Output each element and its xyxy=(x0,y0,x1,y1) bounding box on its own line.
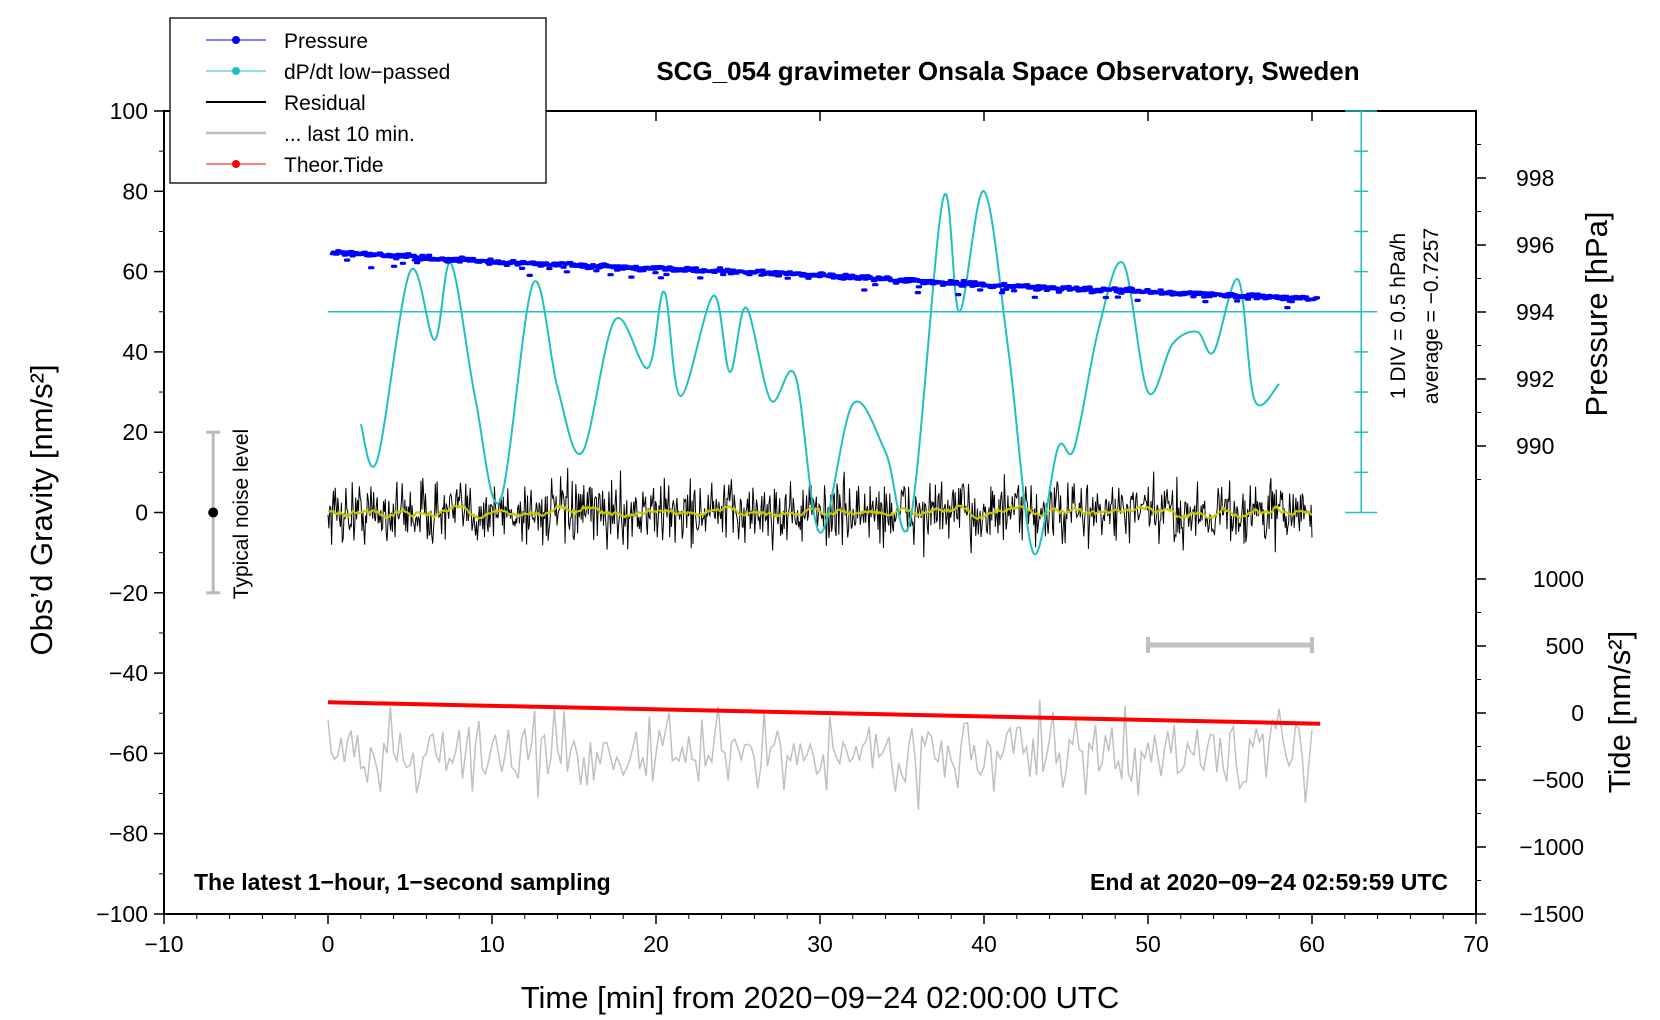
residual-line xyxy=(327,467,1313,558)
x-tick-label: −10 xyxy=(144,931,183,957)
series-layer xyxy=(327,190,1362,810)
dpdt-scale xyxy=(1345,110,1378,514)
legend-item-tide: Theor.Tide xyxy=(206,154,384,177)
legend-marker-pressure xyxy=(232,36,240,44)
legend: Pressure dP/dt low−passed Residual ... l… xyxy=(169,17,547,184)
x-tick-label: 10 xyxy=(479,931,505,957)
x-tick-label: 70 xyxy=(1463,931,1489,957)
y-tick-label: −20 xyxy=(109,580,148,606)
y-axis-title-tide: Tide [nm/s²] xyxy=(1602,631,1637,794)
y-tick-label: 0 xyxy=(135,500,148,526)
dpdt-average-annotation: average = −0.7257 xyxy=(1420,228,1443,404)
legend-label-last10: ... last 10 min. xyxy=(284,123,415,146)
y-tick-label: 60 xyxy=(122,259,148,285)
tide-tick-label: 500 xyxy=(1546,633,1584,659)
pressure-tick-label: 998 xyxy=(1516,165,1554,191)
x-tick-label: 50 xyxy=(1135,931,1161,957)
legend-marker-tide xyxy=(232,160,240,168)
legend-item-residual: Residual xyxy=(206,92,366,115)
x-tick-label: 40 xyxy=(971,931,997,957)
dpdt-line xyxy=(359,190,1280,556)
x-axis-title: Time [min] from 2020−09−24 02:00:00 UTC xyxy=(521,980,1120,1015)
noise-level-indicator xyxy=(206,430,221,595)
pressure-tick-label: 992 xyxy=(1516,366,1554,392)
tide-tick-label: −500 xyxy=(1532,767,1584,793)
legend-item-dpdt: dP/dt low−passed xyxy=(206,61,450,84)
y-axis-title-pressure: Pressure [hPa] xyxy=(1579,211,1614,416)
x-tick-label: 30 xyxy=(807,931,833,957)
tide-tick-label: 0 xyxy=(1571,700,1584,726)
legend-label-residual: Residual xyxy=(284,92,366,115)
pressure-tick-label: 994 xyxy=(1516,299,1555,325)
footer-right-label: End at 2020−09−24 02:59:59 UTC xyxy=(1090,869,1448,895)
y-tick-label: 40 xyxy=(122,339,148,365)
y-axis-tide: −1500 −1000 −500 0 500 1000 xyxy=(1476,566,1584,927)
legend-item-pressure: Pressure xyxy=(206,30,368,53)
y-axis-pressure: 990 992 994 996 998 xyxy=(1476,144,1555,480)
theoretical-tide-line xyxy=(327,700,1321,726)
legend-label-pressure: Pressure xyxy=(284,30,368,53)
noise-level-label: Typical noise level xyxy=(230,429,253,599)
pressure-tick-label: 990 xyxy=(1516,433,1554,459)
y-tick-label: 100 xyxy=(110,98,148,124)
x-tick-label: 20 xyxy=(643,931,669,957)
y-tick-label: −100 xyxy=(96,901,148,927)
y-axis-title-left: Obs’d Gravity [nm/s²] xyxy=(24,364,59,655)
footer-left-label: The latest 1−hour, 1−second sampling xyxy=(194,869,611,895)
tide-tick-label: 1000 xyxy=(1533,566,1584,592)
x-tick-label: 60 xyxy=(1299,931,1325,957)
dpdt-scale-annotation: 1 DIV = 0.5 hPa/h xyxy=(1387,233,1410,399)
legend-label-tide: Theor.Tide xyxy=(284,154,384,177)
chart-title: SCG_054 gravimeter Onsala Space Observat… xyxy=(656,56,1359,86)
x-tick-label: 0 xyxy=(322,931,335,957)
y-tick-label: 80 xyxy=(122,178,148,204)
y-tick-label: −60 xyxy=(109,740,148,766)
legend-marker-dpdt xyxy=(232,67,240,75)
tide-tick-label: −1500 xyxy=(1519,901,1584,927)
last-ten-minutes-line xyxy=(327,699,1313,810)
noise-center-marker xyxy=(208,507,219,518)
pressure-markers xyxy=(329,249,1321,310)
tide-tick-label: −1000 xyxy=(1519,834,1584,860)
y-tick-label: 20 xyxy=(122,419,148,445)
residual-smoothed-line xyxy=(327,503,1313,521)
pressure-tick-label: 996 xyxy=(1516,232,1554,258)
legend-label-dpdt: dP/dt low−passed xyxy=(284,61,450,84)
legend-box xyxy=(169,17,547,184)
y-tick-label: −40 xyxy=(109,660,148,686)
legend-item-last10: ... last 10 min. xyxy=(206,123,415,146)
y-tick-label: −80 xyxy=(109,821,148,847)
y-axis-left: −100 −80 −60 −40 −20 0 20 40 60 80 100 xyxy=(96,98,164,927)
x-axis: −10 0 10 20 30 40 50 60 70 xyxy=(144,111,1489,957)
